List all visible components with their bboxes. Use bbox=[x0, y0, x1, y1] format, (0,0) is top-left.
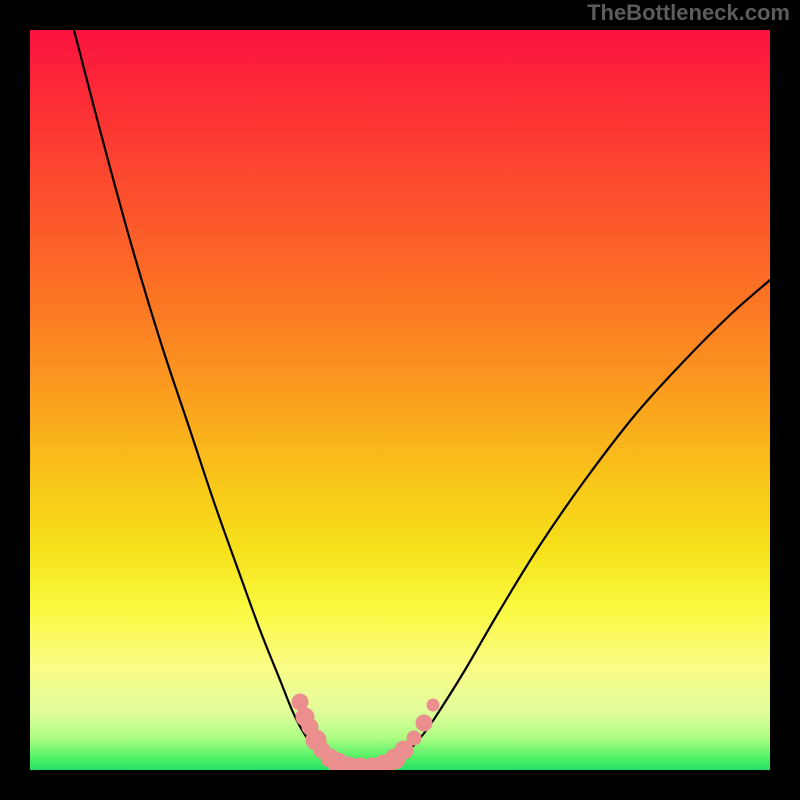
watermark-text: TheBottleneck.com bbox=[587, 0, 790, 26]
data-marker bbox=[416, 715, 432, 731]
data-marker bbox=[427, 699, 439, 711]
plot-area bbox=[30, 30, 770, 770]
curve-left-branch bbox=[74, 30, 350, 769]
curve-right-branch bbox=[350, 280, 770, 769]
curve-layer bbox=[30, 30, 770, 770]
data-marker bbox=[407, 731, 421, 745]
chart-frame: TheBottleneck.com bbox=[0, 0, 800, 800]
